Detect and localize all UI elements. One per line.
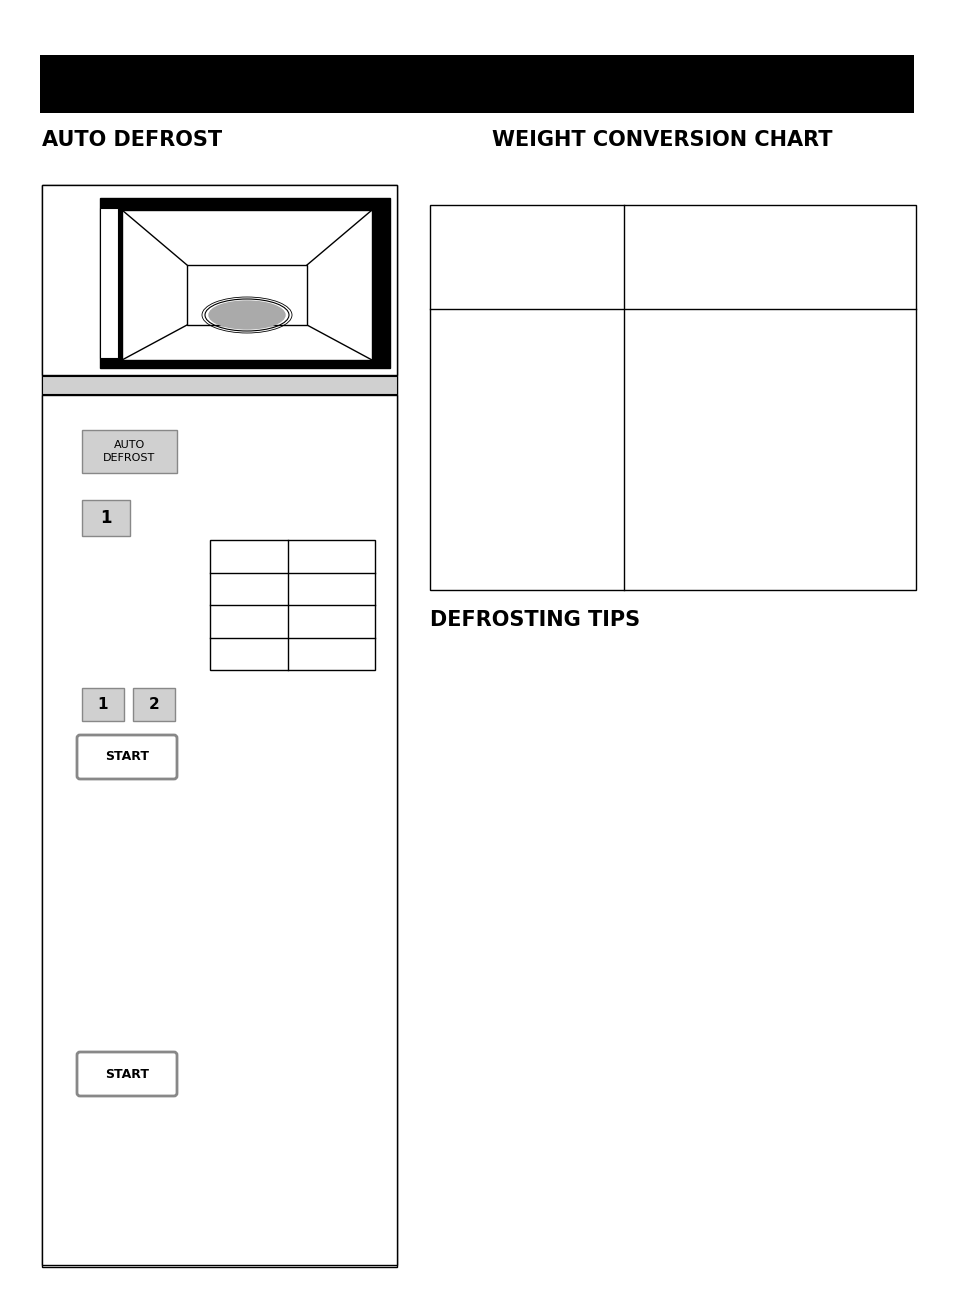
Bar (187, 265, 307, 325)
Text: WEIGHT CONVERSION CHART: WEIGHT CONVERSION CHART (492, 129, 832, 150)
Bar (82, 430, 177, 473)
Bar (82, 687, 124, 721)
FancyBboxPatch shape (77, 1052, 177, 1097)
Ellipse shape (209, 301, 285, 329)
Bar (82, 501, 130, 536)
Text: START: START (105, 1068, 149, 1081)
Bar (430, 205, 915, 589)
Bar (210, 540, 375, 670)
Bar (42, 376, 396, 393)
Bar (42, 186, 396, 1266)
Text: AUTO
DEFROST: AUTO DEFROST (103, 440, 155, 463)
Text: 1: 1 (100, 508, 112, 527)
Text: 1: 1 (97, 697, 108, 712)
Text: AUTO DEFROST: AUTO DEFROST (42, 129, 222, 150)
Bar (100, 208, 118, 358)
FancyBboxPatch shape (77, 735, 177, 779)
Bar (42, 186, 396, 375)
Bar (42, 395, 396, 1265)
Text: 2: 2 (149, 697, 159, 712)
Bar (132, 687, 174, 721)
Bar (40, 55, 913, 112)
Text: START: START (105, 750, 149, 763)
Bar (122, 210, 372, 359)
Text: DEFROSTING TIPS: DEFROSTING TIPS (430, 610, 639, 630)
Bar (100, 197, 390, 369)
